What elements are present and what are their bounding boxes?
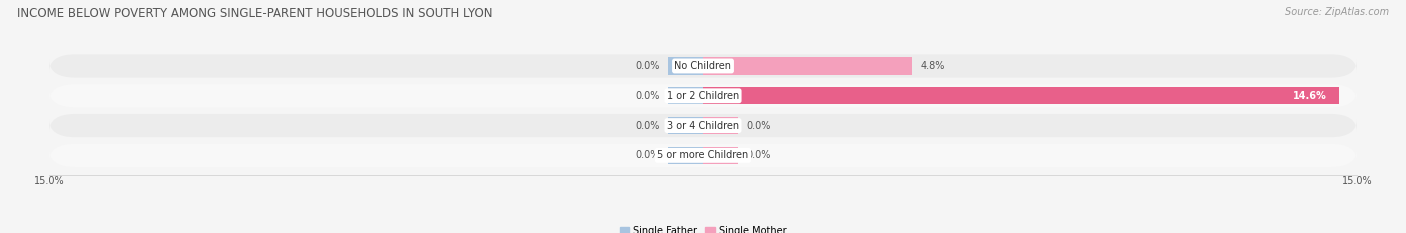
Text: 1 or 2 Children: 1 or 2 Children bbox=[666, 91, 740, 101]
Bar bbox=[703, 117, 738, 134]
Text: 0.0%: 0.0% bbox=[747, 150, 770, 160]
Bar bbox=[668, 147, 703, 164]
Text: 0.0%: 0.0% bbox=[636, 91, 659, 101]
Text: Source: ZipAtlas.com: Source: ZipAtlas.com bbox=[1285, 7, 1389, 17]
Bar bbox=[668, 117, 703, 134]
FancyBboxPatch shape bbox=[49, 144, 1357, 167]
Text: 3 or 4 Children: 3 or 4 Children bbox=[666, 120, 740, 130]
Text: 5 or more Children: 5 or more Children bbox=[658, 150, 748, 160]
Bar bbox=[668, 57, 703, 75]
Bar bbox=[668, 87, 703, 104]
FancyBboxPatch shape bbox=[49, 84, 1357, 107]
FancyBboxPatch shape bbox=[49, 114, 1357, 137]
Legend: Single Father, Single Mother: Single Father, Single Mother bbox=[616, 223, 790, 233]
FancyBboxPatch shape bbox=[49, 54, 1357, 78]
Text: 0.0%: 0.0% bbox=[636, 120, 659, 130]
Bar bbox=[703, 147, 738, 164]
Text: 14.6%: 14.6% bbox=[1292, 91, 1326, 101]
Text: 4.8%: 4.8% bbox=[921, 61, 945, 71]
Text: 0.0%: 0.0% bbox=[636, 61, 659, 71]
Text: No Children: No Children bbox=[675, 61, 731, 71]
Text: 0.0%: 0.0% bbox=[636, 150, 659, 160]
Text: INCOME BELOW POVERTY AMONG SINGLE-PARENT HOUSEHOLDS IN SOUTH LYON: INCOME BELOW POVERTY AMONG SINGLE-PARENT… bbox=[17, 7, 492, 20]
Bar bbox=[703, 57, 912, 75]
Text: 0.0%: 0.0% bbox=[747, 120, 770, 130]
Bar bbox=[703, 87, 1340, 104]
